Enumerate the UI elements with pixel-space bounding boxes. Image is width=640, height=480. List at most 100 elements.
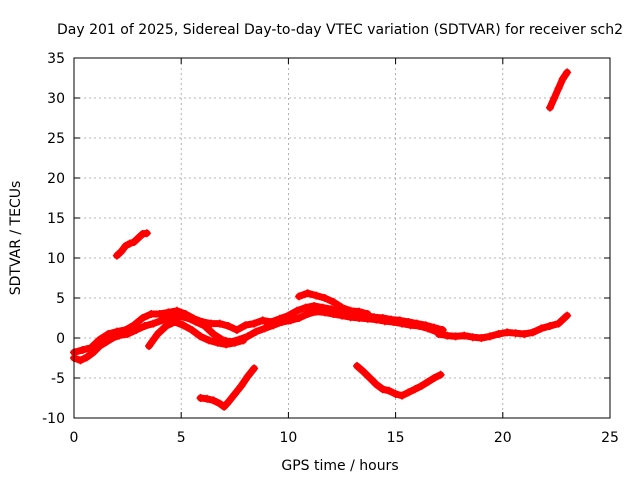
- data-point: [477, 334, 486, 342]
- data-point: [267, 318, 276, 326]
- data-point: [232, 326, 241, 334]
- data-point: [338, 303, 346, 312]
- data-point: [303, 289, 312, 298]
- data-series: [70, 68, 572, 411]
- data-point: [196, 332, 205, 341]
- data-point: [436, 370, 445, 379]
- data-point: [460, 331, 469, 340]
- data-point: [209, 396, 218, 405]
- y-tick-label: 10: [47, 251, 65, 267]
- y-tick-label: 35: [47, 51, 65, 67]
- data-point: [153, 330, 162, 338]
- y-tick-label: 5: [56, 291, 65, 307]
- data-point: [404, 318, 413, 326]
- data-point: [511, 329, 520, 338]
- data-point: [370, 313, 379, 322]
- data-point: [303, 310, 312, 318]
- data-point: [295, 292, 304, 301]
- data-point: [365, 374, 374, 382]
- x-tick-label: 0: [70, 430, 79, 446]
- data-point: [301, 303, 310, 312]
- data-point: [222, 340, 231, 349]
- data-point: [172, 306, 181, 315]
- data-point: [82, 353, 91, 362]
- y-tick-label: 0: [56, 331, 65, 347]
- data-point: [230, 390, 239, 398]
- data-point: [359, 367, 368, 376]
- data-point: [353, 362, 362, 370]
- data-point: [295, 314, 304, 322]
- data-point: [170, 318, 179, 326]
- data-point: [391, 390, 400, 398]
- x-tick-label: 5: [177, 430, 186, 446]
- data-point: [378, 385, 387, 394]
- data-point: [112, 251, 121, 260]
- series-main-band-upper: [70, 302, 447, 357]
- data-point: [550, 94, 559, 102]
- data-point: [385, 386, 394, 395]
- data-point: [187, 326, 196, 334]
- data-point: [207, 319, 216, 328]
- data-point: [554, 319, 563, 328]
- data-point: [239, 336, 248, 345]
- data-point: [76, 356, 85, 365]
- data-point: [417, 382, 426, 390]
- data-point: [95, 335, 104, 344]
- data-point: [78, 346, 87, 354]
- x-axis-label: GPS time / hours: [281, 458, 398, 474]
- chart-title: Day 201 of 2025, Sidereal Day-to-day VTE…: [57, 22, 623, 38]
- data-point: [224, 398, 233, 406]
- data-point: [205, 336, 214, 345]
- data-point: [537, 324, 546, 333]
- data-point: [215, 319, 224, 328]
- data-point: [563, 311, 572, 320]
- data-point: [363, 310, 372, 318]
- data-point: [258, 316, 267, 325]
- series-early-2-3.5h: [112, 229, 151, 260]
- data-point: [434, 330, 443, 338]
- data-point: [130, 321, 139, 330]
- data-point: [545, 103, 554, 112]
- data-point: [423, 378, 432, 386]
- series-hump-11h: [295, 289, 372, 318]
- series-dip-branch: [145, 318, 248, 350]
- grid: [74, 58, 610, 418]
- data-point: [117, 247, 126, 256]
- data-point: [252, 327, 261, 336]
- data-point: [372, 380, 381, 389]
- data-point: [104, 330, 113, 338]
- data-point: [378, 314, 387, 322]
- data-point: [162, 322, 171, 330]
- data-point: [554, 84, 563, 93]
- data-point: [528, 328, 537, 337]
- data-point: [243, 372, 252, 381]
- data-point: [130, 238, 139, 246]
- data-point: [355, 307, 364, 316]
- x-tick-label: 25: [601, 430, 619, 446]
- data-point: [155, 310, 164, 318]
- data-point: [134, 234, 143, 242]
- data-point: [503, 328, 512, 337]
- data-point: [346, 306, 355, 315]
- data-point: [260, 324, 269, 333]
- data-point: [318, 303, 327, 312]
- data-point: [558, 74, 567, 83]
- data-point: [138, 314, 147, 322]
- data-point: [202, 394, 211, 403]
- data-point: [494, 330, 503, 338]
- data-point: [121, 242, 130, 250]
- data-point: [410, 385, 419, 394]
- data-point: [329, 298, 338, 306]
- data-point: [275, 314, 284, 323]
- series-late-22-23h: [545, 68, 572, 112]
- data-point: [413, 319, 422, 328]
- data-point: [243, 332, 252, 341]
- data-point: [145, 342, 154, 350]
- data-point: [157, 316, 166, 325]
- data-point: [421, 321, 430, 330]
- data-point: [138, 230, 147, 238]
- data-point: [215, 399, 224, 408]
- data-point: [250, 364, 259, 373]
- data-point: [149, 319, 158, 328]
